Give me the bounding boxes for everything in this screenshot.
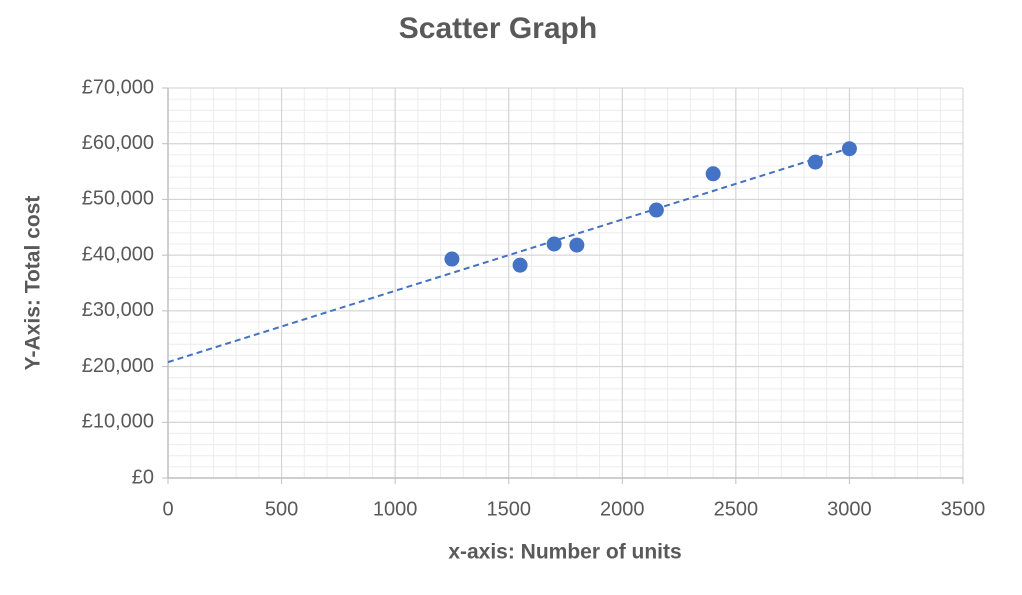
y-tick-label: £60,000 (82, 132, 154, 154)
y-tick-label: £50,000 (82, 188, 154, 210)
y-tick-label: £70,000 (82, 76, 154, 98)
data-point (807, 154, 823, 170)
data-point (512, 257, 528, 273)
data-point (648, 202, 664, 218)
x-axis-title: x-axis: Number of units (448, 541, 681, 564)
x-tick-label: 2500 (714, 498, 759, 520)
y-tick-label: £10,000 (82, 411, 154, 433)
y-axis-title: Y-Axis: Total cost (22, 196, 45, 371)
data-point (705, 166, 721, 182)
data-point (841, 141, 857, 157)
y-tick-label: £0 (132, 466, 154, 488)
data-point (444, 251, 460, 267)
x-tick-label: 1500 (486, 498, 531, 520)
x-tick-label: 3500 (941, 498, 986, 520)
x-tick-label: 0 (162, 498, 173, 520)
x-tick-label: 3000 (827, 498, 872, 520)
y-tick-label: £30,000 (82, 299, 154, 321)
y-tick-label: £40,000 (82, 243, 154, 265)
x-tick-label: 1000 (373, 498, 418, 520)
chart-title: Scatter Graph (399, 12, 597, 45)
y-tick-label: £20,000 (82, 355, 154, 377)
x-tick-label: 2000 (600, 498, 645, 520)
trendline (167, 147, 850, 364)
data-point (546, 236, 562, 252)
x-tick-label: 500 (265, 498, 298, 520)
data-point (569, 237, 585, 253)
